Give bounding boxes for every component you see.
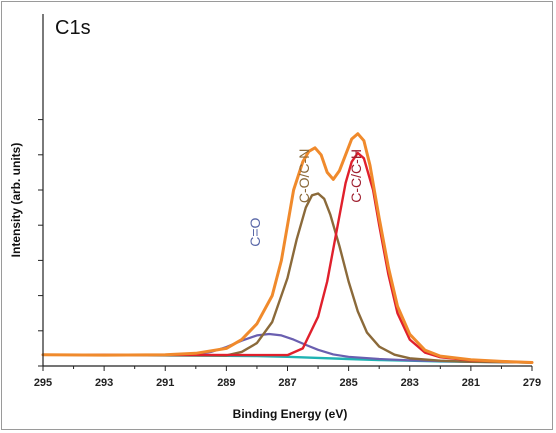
plot-area [43, 14, 532, 366]
series-c-o-line [41, 192, 534, 364]
x-tick-label: 293 [95, 377, 113, 389]
axes-layer [42, 14, 532, 367]
x-tick-label: 291 [156, 377, 174, 389]
x-tick-label: 285 [339, 377, 357, 389]
x-ticks: 295 293 291 289 287 285 283 281 279 [34, 366, 541, 389]
x-tick-label: 295 [34, 377, 52, 389]
plot-region [43, 14, 532, 366]
x-tick-label: 279 [523, 377, 541, 389]
x-tick-label: 283 [401, 377, 419, 389]
x-tick-label: 287 [278, 377, 296, 389]
peak-label: C-O/C-N [296, 149, 312, 203]
x-axis-title: Binding Energy (eV) [233, 407, 348, 421]
y-axis-title: Intensity (arb. units) [9, 143, 23, 258]
series-layer [41, 132, 534, 364]
peak-labels: C=O C-O/C-N C-C/C-H [247, 149, 364, 247]
peak-label: C-C/C-H [348, 149, 364, 203]
chart-title: C1s [55, 17, 91, 39]
series-envelope-line [41, 132, 534, 364]
x-tick-label: 281 [462, 377, 480, 389]
y-ticks [38, 119, 43, 367]
series-c-c-line [41, 151, 534, 364]
peak-label: C=O [247, 218, 263, 247]
x-tick-label: 289 [217, 377, 235, 389]
